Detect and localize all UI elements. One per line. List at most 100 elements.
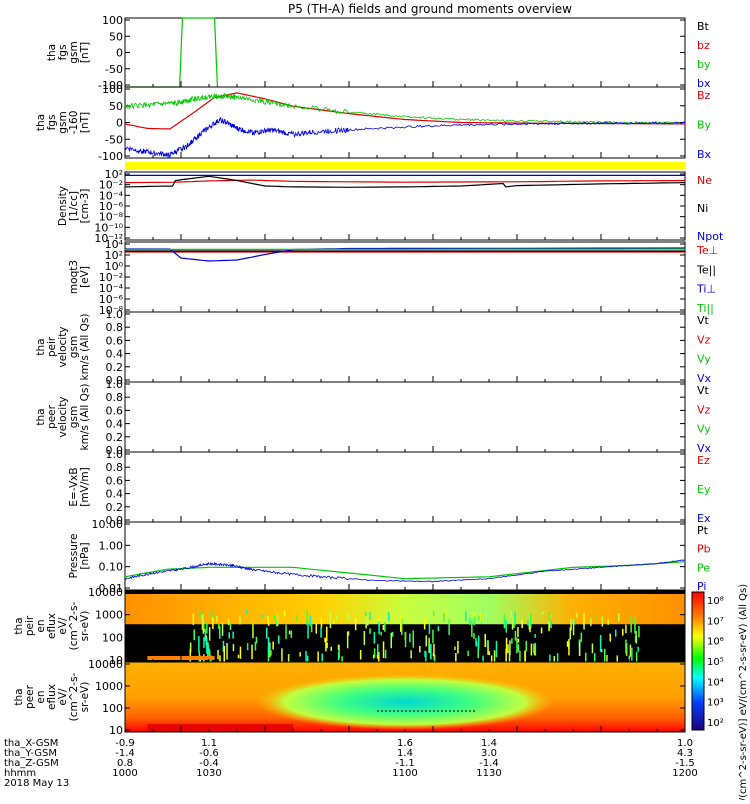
- spectrogram-pixel: [465, 611, 467, 622]
- spectrogram-pixel: [270, 650, 272, 656]
- spectrogram-pixel: [410, 650, 412, 659]
- spectrogram-pixel: [317, 651, 319, 663]
- spectrogram-pixel: [507, 644, 509, 653]
- panel-pressure: 10.00 1.00 0.10 0.01 Pressure [nPa] Pt Pb Pe Pi: [68, 518, 711, 595]
- spectrogram-pixel: [347, 631, 350, 636]
- panel-frame: [124, 17, 686, 88]
- spectrogram-pixel: [252, 623, 254, 639]
- spectrogram-pixel: [448, 619, 450, 635]
- spectrogram-pixel: [285, 624, 287, 640]
- spectrogram-pixel: [548, 621, 550, 632]
- spectrogram-pixel: [433, 643, 435, 658]
- y-tick-label: 0.4: [106, 488, 124, 501]
- y-tick-label: 1.0: [106, 378, 124, 391]
- y-tick-label: 10⁻⁴: [99, 282, 124, 295]
- spectrogram-pixel: [467, 650, 469, 657]
- spectrogram-pixel: [601, 616, 604, 627]
- spectrogram-pixel: [266, 627, 268, 639]
- series-line-By: [124, 92, 686, 125]
- spectrogram-pixel: [226, 643, 228, 660]
- y-axis-label-line: gsm: [68, 336, 80, 358]
- y-tick-label: 10⁻²: [99, 179, 123, 192]
- series-line-Ne: [125, 179, 686, 184]
- spectrogram-pixel: [548, 612, 551, 629]
- spectrogram-pixel: [365, 616, 367, 629]
- spectrogram-pixel: [404, 631, 407, 648]
- y-tick-label: 0.0: [106, 514, 124, 527]
- legend-entry: Ez: [697, 454, 710, 467]
- y-tick-label: 1.0: [106, 308, 124, 321]
- panel-peir_velocity: 1.00.80.60.40.20.0 tha peir velocity gsm km/s…: [35, 308, 712, 387]
- panel-fgs_gsm_dsl: 100 50 0 -50 -100 tha fgs gsm -160 [nT] Bz By Bx: [35, 83, 712, 163]
- y-axis-label-line: [1/cc]: [68, 191, 80, 221]
- y-tick-label: 0.8: [106, 461, 124, 474]
- spectrogram-pixel: [218, 623, 220, 629]
- y-tick-label: 10⁻²: [99, 271, 123, 284]
- spectrogram-pixel: [202, 614, 204, 630]
- spectrogram-pixel: [488, 651, 491, 655]
- spectrogram-pixel: [212, 617, 214, 629]
- spectrogram-pixel: [336, 614, 338, 621]
- spectrogram-pixel: [530, 614, 532, 629]
- colorbar-tick-label: 10⁷: [707, 616, 724, 627]
- spectrogram-pixel: [373, 631, 376, 644]
- spectrogram-pixel: [609, 633, 611, 642]
- panel-peir_en_eflux: 10000 1000 100 10 tha peir en eflux eV/(cm^2-s-s…: [13, 586, 686, 673]
- y-tick-label: 100: [102, 83, 123, 96]
- spectrogram-pixel: [276, 619, 278, 627]
- spectrogram-pixel: [432, 610, 435, 616]
- x-axis-value: -1.4: [115, 748, 135, 759]
- spectrogram-pixel: [384, 649, 387, 659]
- legend-entry: Ti||: [696, 302, 714, 315]
- spectrogram-pixel: [477, 642, 479, 658]
- legend-entry: Ex: [697, 512, 711, 525]
- spectrogram-pixel: [637, 646, 639, 652]
- y-tick-label: -100: [98, 79, 123, 92]
- legend-entry: Vx: [697, 442, 712, 455]
- spectrogram-pixel: [516, 637, 518, 654]
- spectrogram-pixel: [549, 614, 552, 618]
- spectrogram-pixel: [517, 638, 520, 643]
- spectrogram-pixel: [278, 635, 280, 644]
- legend-entry: Vz: [697, 333, 711, 346]
- spectrogram-pixel: [347, 612, 350, 621]
- x-axis-value: 1030: [196, 768, 221, 779]
- y-axis-label-line: tha: [35, 114, 47, 131]
- x-axis-value: -0.4: [199, 758, 219, 769]
- spectrogram-pixel: [390, 632, 392, 649]
- y-tick-label: 0.2: [106, 361, 124, 374]
- y-tick-label: 1.0: [106, 448, 124, 461]
- spectrogram-pixel: [583, 613, 585, 625]
- y-tick-label: 10⁻¹⁰: [94, 221, 123, 234]
- spectrogram-pixel: [227, 619, 230, 626]
- spectrogram-pixel: [594, 653, 596, 662]
- spectrogram-pixel: [299, 652, 301, 657]
- y-tick-label: 1.00: [99, 539, 124, 552]
- spectrogram-pixel: [288, 630, 291, 635]
- spectrogram-pixel: [486, 640, 489, 647]
- y-axis-label-line: eflux: [46, 613, 58, 639]
- spectrogram-pixel: [594, 614, 597, 620]
- series-line-Bz: [124, 92, 686, 130]
- spectrogram-pixel: [525, 640, 527, 652]
- x-axis-value: 1200: [672, 768, 697, 779]
- spectrogram-pixel: [475, 640, 477, 647]
- spectrogram-pixel: [425, 635, 427, 647]
- spectrogram-pixel: [210, 610, 213, 617]
- legend-entry: Vt: [697, 314, 710, 327]
- y-axis-label-line: peir: [24, 615, 36, 636]
- y-axis-label-line: gsm: [57, 111, 69, 133]
- y-axis-label: Pressure [nPa]: [68, 534, 91, 579]
- spectrogram-pixel: [615, 629, 617, 637]
- spectrogram-pixel: [599, 635, 602, 652]
- panel-frame: [124, 381, 686, 453]
- y-tick-label: 10: [109, 654, 123, 667]
- y-axis-label-line: Density: [57, 186, 69, 226]
- spectrogram-pixel: [530, 643, 533, 656]
- spectrogram-pixel: [232, 644, 235, 652]
- spectrogram-pixel: [519, 650, 521, 665]
- y-tick-label: 0: [116, 117, 123, 130]
- panel-fgs_gsm: 100 50 0 -50 -100 tha fgs gsm [nT] Bt bz by bx: [46, 14, 711, 92]
- spectrogram-pixel: [634, 636, 637, 643]
- panel-peer_velocity: 1.00.80.60.40.20.0 tha peer velocity gsm km/s…: [35, 378, 712, 457]
